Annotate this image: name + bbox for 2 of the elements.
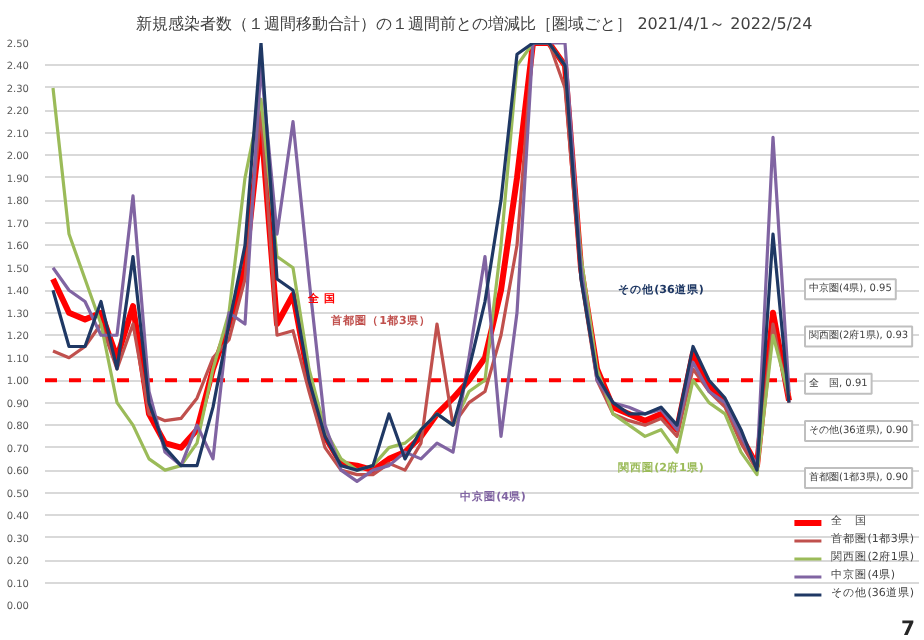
text: 7 (901, 619, 916, 640)
chart-title: 新規感染者数（１週間移動合計）の１週間前との増減比［圏域ごと］ 2021/4/1～ 2022/5/24 (136, 15, 813, 33)
